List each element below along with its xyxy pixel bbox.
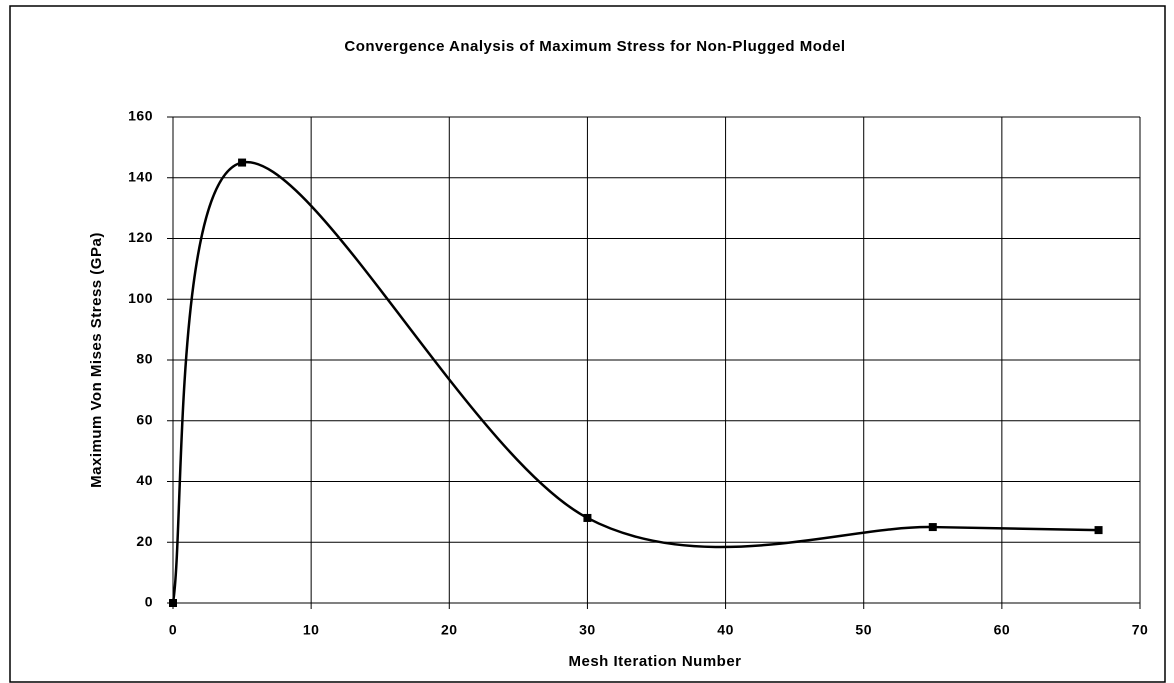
y-tick-label: 140 <box>128 168 153 184</box>
y-tick-label: 60 <box>136 411 153 427</box>
y-tick-label: 120 <box>128 229 153 245</box>
y-tick-label: 40 <box>136 472 153 488</box>
data-point <box>169 599 177 607</box>
x-tick-label: 60 <box>994 622 1011 638</box>
x-tick-label: 0 <box>169 622 177 638</box>
y-tick-label: 100 <box>128 290 153 306</box>
x-axis-label: Mesh Iteration Number <box>568 653 741 670</box>
x-tick-label: 30 <box>579 622 596 638</box>
data-line <box>171 161 1099 604</box>
chart-title: Convergence Analysis of Maximum Stress f… <box>344 38 845 55</box>
x-tick-label: 40 <box>717 622 734 638</box>
x-tick-label: 10 <box>303 622 320 638</box>
y-axis-label: Maximum Von Mises Stress (GPa) <box>88 232 105 488</box>
data-point <box>238 158 247 167</box>
y-tick-label: 80 <box>136 351 153 367</box>
y-tick-label: 20 <box>136 533 153 549</box>
x-tick-label: 20 <box>441 622 458 638</box>
x-tick-label: 50 <box>855 622 872 638</box>
data-point <box>583 513 592 522</box>
y-tick-label: 160 <box>128 108 153 124</box>
data-point <box>928 523 937 532</box>
y-tick-label: 0 <box>145 594 153 610</box>
data-point <box>1094 526 1103 535</box>
chart-frame <box>9 5 1166 683</box>
x-tick-label: 70 <box>1132 622 1149 638</box>
